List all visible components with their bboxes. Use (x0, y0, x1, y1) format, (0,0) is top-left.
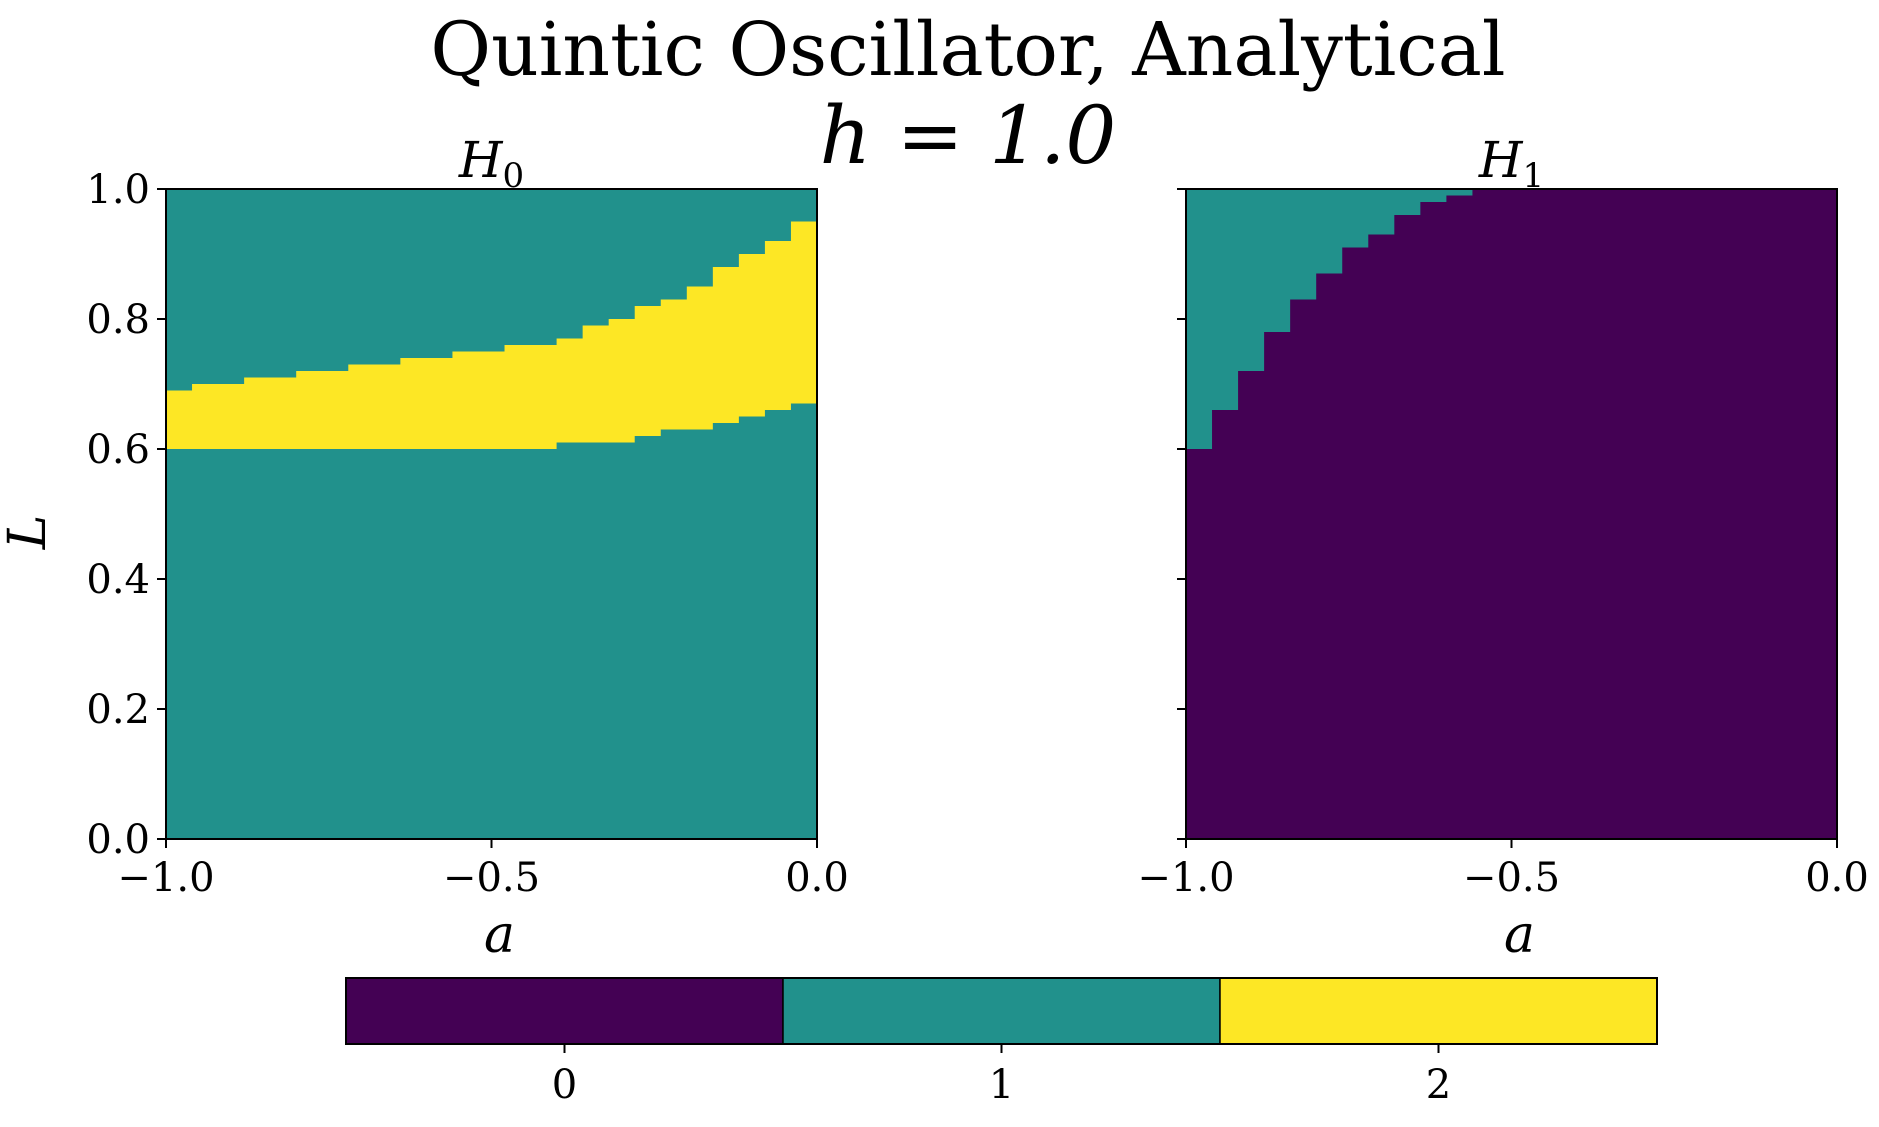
heatmap-region-value-2 (166, 189, 817, 449)
x-tick-label: −0.5 (443, 855, 540, 901)
x-tick-label: 0.0 (785, 855, 849, 901)
colorbar-tick-label: 2 (1426, 1062, 1451, 1108)
x-tick-label: −0.5 (1463, 855, 1560, 901)
colorbar-segment-0 (345, 977, 784, 1045)
y-tick-label: 0.8 (86, 297, 150, 343)
panel-title: H1 (1478, 131, 1544, 196)
y-tick-label: 0.2 (86, 687, 150, 733)
y-tick-label: 0.0 (86, 817, 150, 863)
panel-title-subscript: 0 (502, 156, 524, 196)
panel-title-main: H (458, 131, 504, 189)
colorbar-tick-label: 1 (989, 1062, 1014, 1108)
y-tick-label: 0.4 (86, 557, 150, 603)
x-tick-label: 0.0 (1805, 855, 1869, 901)
y-axis-label: L (0, 515, 58, 551)
x-tick-label: −1.0 (117, 855, 214, 901)
x-tick-label: −1.0 (1137, 855, 1234, 901)
panel-title-subscript: 1 (1522, 156, 1544, 196)
colorbar-tick-label: 0 (552, 1062, 577, 1108)
y-tick-label: 0.6 (86, 427, 150, 473)
y-tick-label: 1.0 (86, 167, 150, 213)
colorbar: 0 1 2 (345, 977, 1658, 1108)
colorbar-segment-1 (782, 977, 1221, 1045)
heatmap-panel-h0: −1.0 −0.5 0.0 0.0 0.2 0.4 0.6 0.8 1.0 H0 a L (0, 131, 849, 965)
colorbar-segment-2 (1219, 977, 1658, 1045)
heatmap-region-value-1 (1186, 189, 1473, 449)
colorbar-frame (345, 977, 1658, 1045)
panel-title: H0 (458, 131, 524, 196)
x-axis-label: a (1504, 905, 1535, 965)
heatmap-panel-h1: −1.0 −0.5 0.0 H1 a (1137, 131, 1868, 965)
x-axis-label: a (484, 905, 515, 965)
figure-title: Quintic Oscillator, Analytical (430, 7, 1505, 93)
figure-subtitle: h = 1.0 (820, 89, 1117, 182)
panel-title-main: H (1478, 131, 1524, 189)
